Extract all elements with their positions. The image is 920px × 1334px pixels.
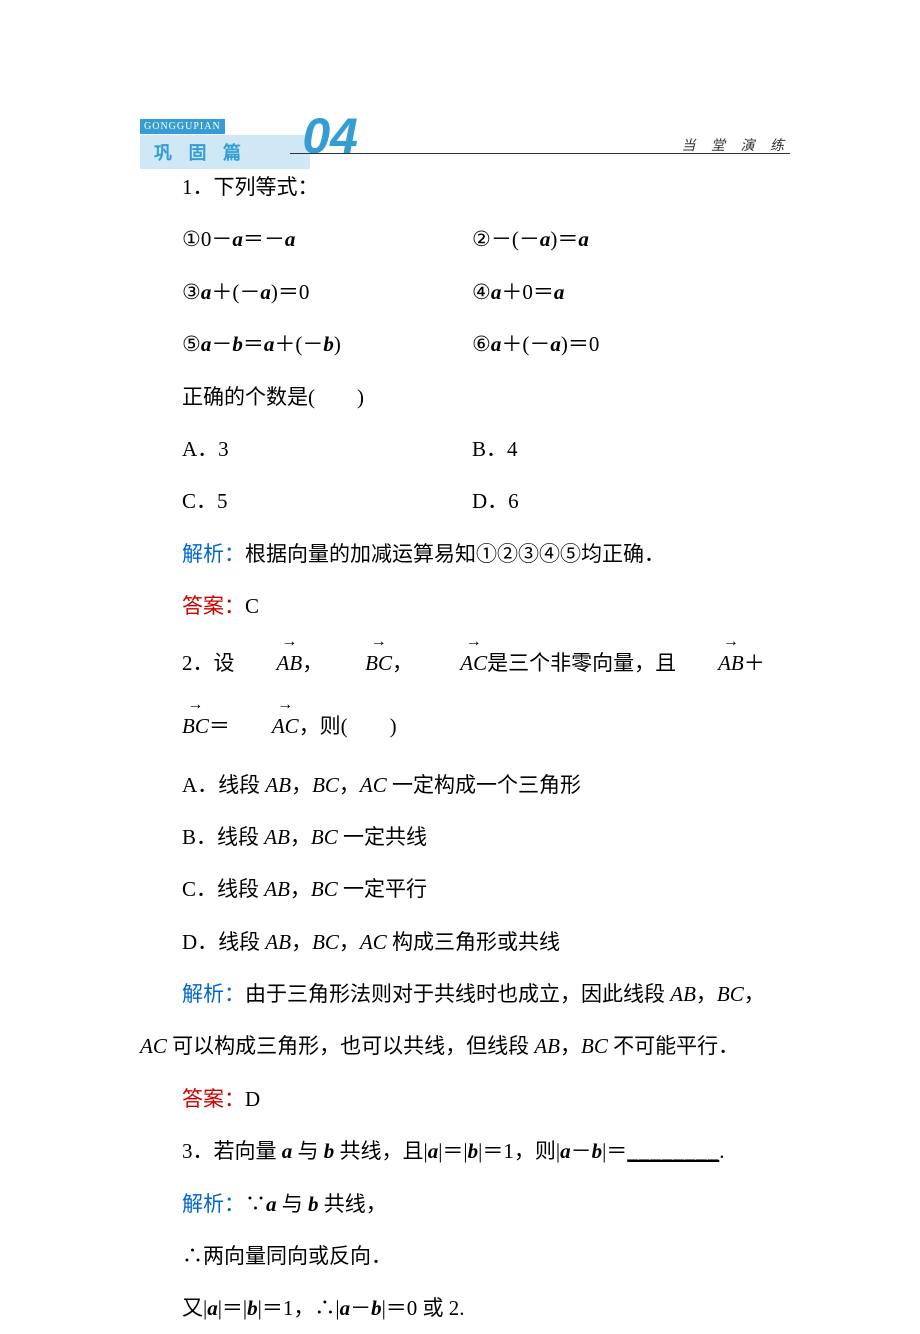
vec-AB2: AB	[676, 632, 744, 695]
q1-eq-row1: ①0－a＝－a ②－(－a)＝a	[140, 214, 780, 264]
q2-stem: 2．设AB，BC， AC是三个非零向量，且AB＋BC＝AC，则( )	[140, 632, 780, 758]
q3-line2: ∴两向量同向或反向．	[140, 1231, 780, 1281]
q3-period: .	[719, 1139, 724, 1163]
q2-prefix: 2．设	[182, 651, 235, 675]
q3-analysis: 解析：∵a 与 b 共线，	[140, 1179, 780, 1229]
q2-plus: ＋	[744, 651, 765, 675]
q1-eq4: ④a＋0＝a	[430, 267, 780, 317]
content-area: 1．下列等式： ①0－a＝－a ②－(－a)＝a ③a＋(－a)＝0 ④a＋0＝…	[0, 162, 920, 1334]
q1-eq5: ⑤a－b＝a＋(－b)	[140, 319, 430, 369]
q2-analysis-line1: 解析：由于三角形法则对于共线时也成立，因此线段 AB，BC，	[140, 969, 780, 1019]
q2-mid3: 是三个非零向量，且	[487, 651, 676, 675]
q1-opts-row2: C．5 D．6	[140, 476, 780, 526]
q1-optB: B．4	[430, 424, 780, 474]
q1-eq2: ②－(－a)＝a	[430, 214, 780, 264]
q2-optB: B．线段 AB，BC 一定共线	[140, 812, 780, 862]
tag-number: 04	[302, 107, 358, 165]
header-banner: GONGGUPIAN 巩 固 篇 04 当 堂 演 练	[0, 0, 920, 160]
q1-eq1: ①0－a＝－a	[140, 214, 430, 264]
answer-label: 答案：	[182, 1087, 245, 1111]
q1-eq-row2: ③a＋(－a)＝0 ④a＋0＝a	[140, 267, 780, 317]
q1-opts-row1: A．3 B．4	[140, 424, 780, 474]
answer-text: C	[245, 594, 259, 618]
analysis-text: 根据向量的加减运算易知①②③④⑤均正确．	[245, 542, 665, 566]
q2-optD: D．线段 AB，BC，AC 构成三角形或共线	[140, 917, 780, 967]
q3-line3: 又|a|＝|b|＝1，∴|a－b|＝0 或 2.	[140, 1283, 780, 1333]
q1-eq3: ③a＋(－a)＝0	[140, 267, 430, 317]
q2-answer: 答案：D	[140, 1074, 780, 1124]
q1-prompt: 正确的个数是( )	[140, 372, 780, 422]
q1-eq-row3: ⑤a－b＝a＋(－b) ⑥a＋(－a)＝0	[140, 319, 780, 369]
analysis-label: 解析：	[182, 982, 245, 1006]
header-right-text: 当 堂 演 练	[682, 135, 791, 155]
q1-eq6: ⑥a＋(－a)＝0	[430, 319, 780, 369]
fill-blank: ________	[627, 1139, 719, 1163]
vec-AC: AC	[418, 632, 487, 695]
q1-optC: C．5	[140, 476, 430, 526]
vec-BC: BC	[323, 632, 392, 695]
q2-optA: A．线段 AB，BC，AC 一定构成一个三角形	[140, 760, 780, 810]
q1-optD: D．6	[430, 476, 780, 526]
vec-BC2: BC	[140, 695, 209, 758]
q2-analysis-line2: AC 可以构成三角形，也可以共线，但线段 AB，BC 不可能平行．	[140, 1021, 780, 1071]
q1-analysis: 解析：根据向量的加减运算易知①②③④⑤均正确．	[140, 529, 780, 579]
answer-text: D	[245, 1087, 260, 1111]
q2-comma1: ，	[302, 651, 323, 675]
answer-label: 答案：	[182, 594, 245, 618]
tag-pinyin: GONGGUPIAN	[140, 119, 225, 134]
q1-optA: A．3	[140, 424, 430, 474]
tag-body: 巩 固 篇 04	[140, 135, 310, 169]
analysis-label: 解析：	[182, 542, 245, 566]
q3-stem: 3．若向量 a 与 b 共线，且|a|＝|b|＝1，则|a－b|＝_______…	[140, 1126, 780, 1176]
q2-eq: ＝	[209, 714, 230, 738]
vec-AC2: AC	[230, 695, 299, 758]
analysis-label: 解析：	[182, 1192, 245, 1216]
q2-suffix: ，则( )	[299, 714, 397, 738]
q2-comma2: ，	[392, 651, 413, 675]
section-tag: GONGGUPIAN 巩 固 篇 04	[140, 110, 310, 160]
tag-label: 巩 固 篇	[154, 139, 247, 165]
q1-intro: 1．下列等式：	[140, 162, 780, 212]
q2-optC: C．线段 AB，BC 一定平行	[140, 864, 780, 914]
